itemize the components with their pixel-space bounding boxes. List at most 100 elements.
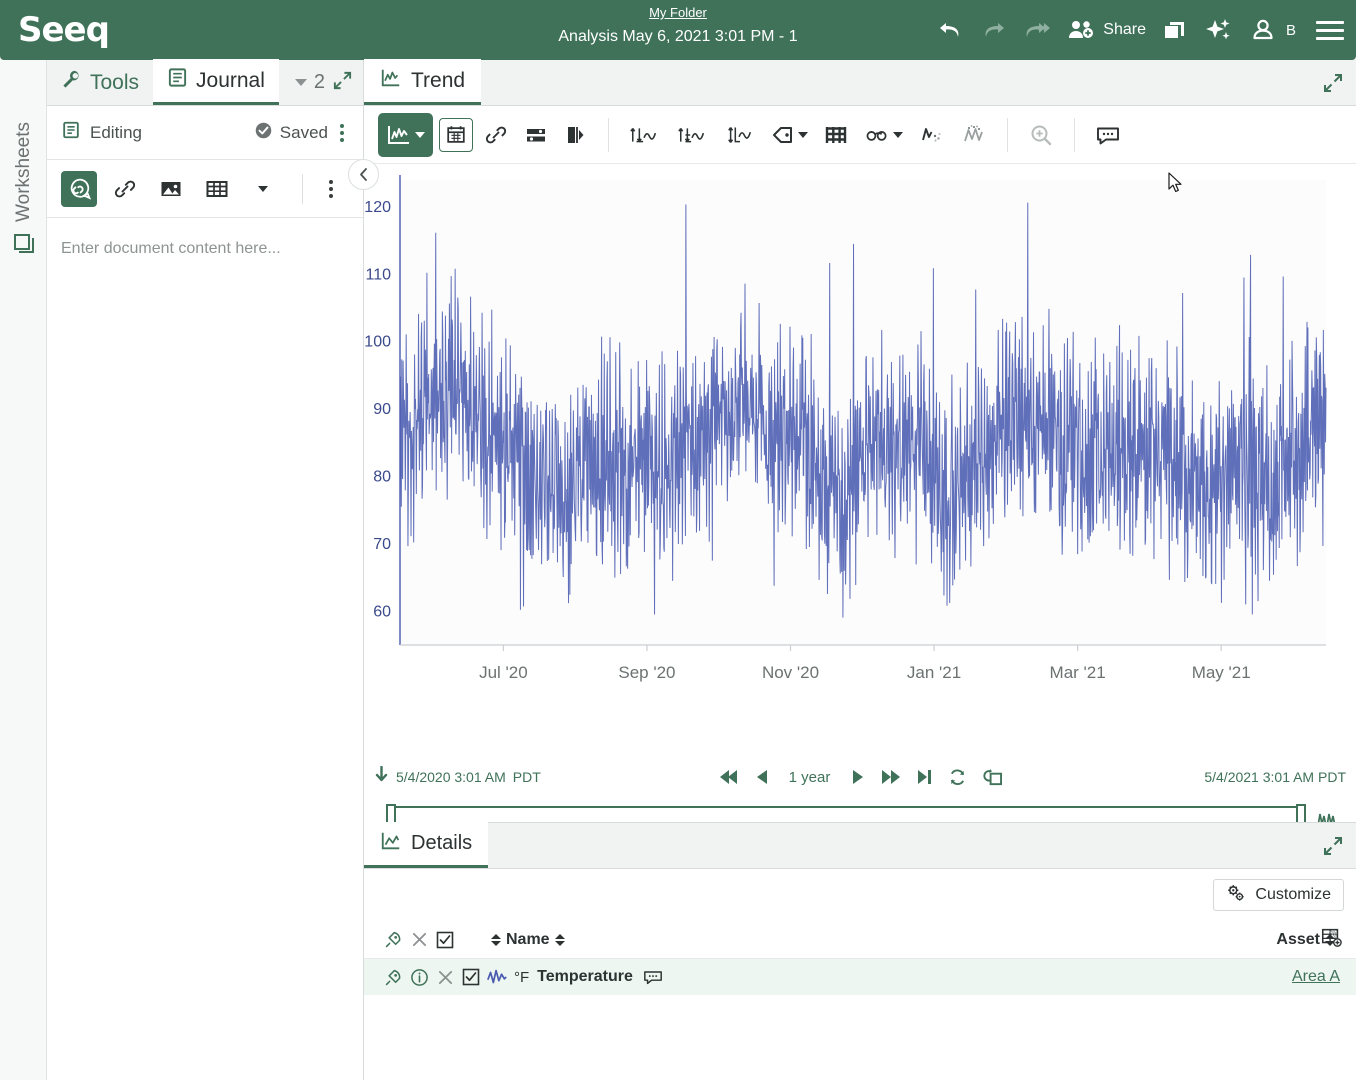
axis-align-alt-icon[interactable] [672,115,714,155]
undo-icon[interactable] [935,15,965,45]
labels-caret-icon [798,131,808,138]
compare-icon[interactable] [559,115,593,155]
add-column-icon[interactable] [1320,926,1342,953]
rocket-icon[interactable] [380,930,406,949]
main-content: Trend [364,59,1356,1080]
trend-expand-icon[interactable] [1322,72,1344,99]
user-initial[interactable]: B [1285,21,1296,39]
range-end-datetime[interactable]: 5/4/2021 3:01 AM [1204,769,1315,785]
signal-unit: °F [514,968,530,986]
refresh-icon[interactable] [948,768,967,787]
info-circle-icon[interactable] [406,968,432,987]
binoculars-icon[interactable] [859,115,908,155]
fast-forward-icon[interactable] [880,768,902,786]
seeq-link-icon[interactable] [61,170,97,207]
skip-to-end-icon[interactable] [917,768,933,786]
svg-text:100: 100 [364,334,391,351]
user-icon[interactable] [1248,15,1278,45]
link-icon[interactable] [107,171,143,207]
column-header-name[interactable]: Name [506,930,550,948]
kebab-menu-icon[interactable] [335,121,349,145]
header-actions: Share B [935,0,1344,60]
axis-align-icon[interactable] [624,115,666,155]
asset-link[interactable]: Area A [1291,968,1340,985]
annotation-icon[interactable] [1090,115,1126,155]
remove-x-icon[interactable] [406,931,432,948]
sparkles-icon[interactable] [1204,15,1234,45]
redo-icon[interactable] [979,15,1009,45]
customize-label: Customize [1255,886,1331,903]
share-button[interactable]: Share [1067,15,1146,45]
chevron-left-icon[interactable] [348,159,379,190]
tab-tools[interactable]: Tools [47,60,153,105]
caret-down-icon[interactable] [294,79,307,86]
hamburger-menu-icon[interactable] [1316,20,1344,40]
svg-text:70: 70 [373,536,391,553]
svg-text:80: 80 [373,469,391,486]
autoscale-icon[interactable] [720,115,760,155]
lanes-icon[interactable] [519,115,553,155]
range-start-timezone: PDT [512,769,541,785]
svg-text:Mar '21: Mar '21 [1050,663,1106,682]
remove-x-icon[interactable] [432,969,458,986]
image-icon[interactable] [153,171,189,207]
svg-text:May '21: May '21 [1192,663,1251,682]
trend-chart[interactable]: 60 70 80 90 100 110 120 Jul '20 Sep '20 Nov '20 Ja… [364,165,1356,757]
labels-icon[interactable] [766,115,813,155]
details-expand-icon[interactable] [1322,835,1344,862]
table-row[interactable]: °F Temperature Area A [364,959,1356,995]
signal-waveform-icon[interactable] [484,967,510,987]
journal-toolbar [47,160,363,218]
worksheets-stack-icon[interactable] [12,232,36,261]
details-tabbar: Details [364,822,1356,869]
table-icon[interactable] [199,171,235,207]
comment-icon[interactable] [640,968,666,986]
calendar-icon[interactable] [439,117,473,152]
journal-document-placeholder[interactable]: Enter document content here... [61,240,281,257]
trend-view-icon[interactable] [378,112,433,157]
tab-trend[interactable]: Trend [364,59,482,105]
expand-diagonal-icon[interactable] [332,70,353,96]
auto-update-icon[interactable] [982,768,1003,787]
tab-journal[interactable]: Journal [153,59,279,105]
download-arrow-icon[interactable] [374,765,389,788]
step-back-icon[interactable] [755,768,769,786]
redo-all-icon[interactable] [1023,15,1053,45]
app-header: Seeq My Folder Analysis May 6, 2021 3:01… [0,0,1356,60]
checkbox-checked-icon[interactable] [458,968,484,986]
rocket-icon[interactable] [380,968,406,987]
seeq-logo[interactable]: Seeq [18,10,110,50]
journal-toolbar-menu-icon[interactable] [313,171,349,207]
worksheet-count[interactable]: 2 [313,71,325,93]
range-start-datetime[interactable]: 5/4/2020 3:01 AM [396,769,506,785]
saved-label: Saved [279,122,328,142]
chevron-down-icon[interactable] [245,171,281,207]
zoom-in-icon[interactable] [1023,115,1059,155]
scatter-icon[interactable] [956,115,992,155]
gears-icon [1226,883,1246,908]
trend-chart-svg[interactable]: 60 70 80 90 100 110 120 Jul '20 Sep '20 Nov '20 Ja… [364,165,1356,757]
column-header-asset[interactable]: Asset [1276,930,1320,948]
tab-details[interactable]: Details [364,822,489,868]
time-controls: 5/4/2020 3:01 AM PDT 1 year [364,760,1356,794]
play-icon[interactable] [851,768,865,786]
breadcrumb-folder-link[interactable]: My Folder [649,5,707,20]
link-icon[interactable] [479,115,513,155]
skip-back-icon[interactable] [718,768,740,786]
journal-panel: Tools Journal 2 [47,59,364,1080]
duration-label[interactable]: 1 year [788,768,831,786]
dimming-icon[interactable] [914,115,950,155]
saved-status: Saved [254,121,349,145]
check-circle-icon [254,121,273,145]
worksheets-rail: Worksheets [0,60,47,1080]
range-end-timezone: PDT [1318,769,1346,785]
gridlines-icon[interactable] [819,115,853,155]
checkbox-checked-icon[interactable] [432,931,458,949]
worksheets-label[interactable]: Worksheets [12,122,34,222]
duplicate-icon[interactable] [1160,15,1190,45]
signal-name[interactable]: Temperature [537,968,633,985]
customize-button[interactable]: Customize [1213,879,1344,911]
binoculars-caret-icon [893,131,903,138]
name-sort-icon-left[interactable] [491,933,501,946]
name-sort-icon-right[interactable] [554,933,565,946]
